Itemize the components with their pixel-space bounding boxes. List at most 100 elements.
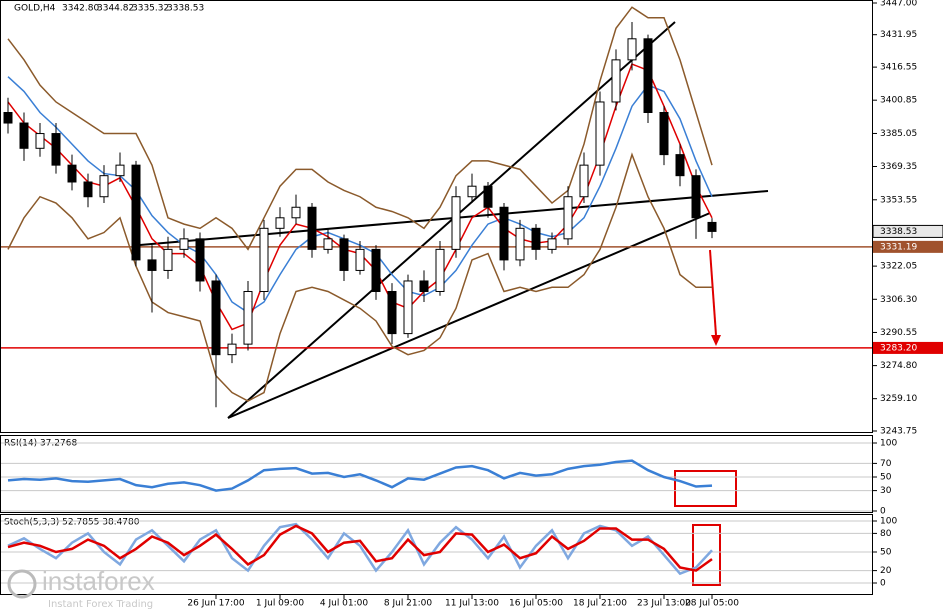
candle-body — [499, 206, 509, 261]
candle-body — [339, 238, 349, 271]
level-tag — [873, 240, 943, 253]
logo-tagline: Instant Forex Trading — [48, 599, 153, 610]
indicator-line — [7, 6, 713, 251]
candle-body — [387, 290, 397, 335]
candle-body — [467, 185, 477, 198]
x-tick-label: 8 Jul 21:00 — [384, 599, 433, 609]
candle-body — [291, 206, 301, 219]
x-tick-label: 4 Jul 01:00 — [320, 599, 369, 609]
candle-body — [595, 101, 605, 166]
y-tick-label: 3431.95 — [880, 30, 917, 40]
candle-body — [563, 196, 573, 240]
candle-body — [131, 164, 141, 261]
candle-body — [403, 280, 413, 335]
y-tick-label: 100 — [880, 517, 897, 527]
candle-body — [531, 227, 541, 250]
level-label: 3283.20 — [880, 343, 917, 353]
y-tick-label: 3259.10 — [880, 394, 917, 404]
candle-body — [3, 112, 13, 124]
candle-body — [547, 238, 557, 250]
x-tick-label: 23 Jul 13:00 — [637, 599, 691, 609]
high: 3344.82 — [97, 4, 134, 14]
level-label: 3331.19 — [880, 242, 917, 252]
logo-icon — [7, 569, 37, 599]
x-tick-label: 26 Jun 17:00 — [187, 599, 244, 609]
candle-body — [451, 196, 461, 250]
candle-body — [483, 185, 493, 208]
y-tick-label: 3322.05 — [880, 262, 917, 272]
candle-body — [435, 248, 445, 292]
y-tick-label: 3416.55 — [880, 63, 917, 73]
candle-body — [627, 38, 637, 61]
stoch-panel — [0, 514, 873, 595]
candle-body — [323, 238, 333, 250]
y-tick-label: 30 — [880, 486, 892, 496]
candle-body — [659, 112, 669, 156]
arrow — [709, 249, 717, 336]
candle-body — [163, 248, 173, 271]
y-tick-label: 0 — [880, 579, 886, 589]
y-tick-label: 50 — [880, 473, 892, 483]
y-tick-label: 3447.00 — [880, 0, 917, 9]
candle-body — [307, 206, 317, 250]
close: 3338.53 — [167, 4, 204, 14]
y-tick-label: 0 — [880, 507, 886, 517]
candle-body — [243, 290, 253, 345]
indicator-line — [7, 459, 713, 492]
y-tick-label: 3306.30 — [880, 295, 917, 305]
candle-body — [643, 38, 653, 114]
candle-body — [611, 59, 621, 103]
y-tick-label: 100 — [880, 439, 897, 449]
candle-body — [51, 133, 61, 166]
candle-body — [259, 227, 269, 292]
candle-body — [515, 227, 525, 261]
candle-body — [195, 238, 205, 282]
candle-body — [579, 164, 589, 198]
indicator-line — [7, 152, 712, 402]
candle-body — [419, 280, 429, 292]
y-tick-label: 3290.55 — [880, 328, 917, 338]
candle-body — [179, 238, 189, 250]
candle-body — [83, 181, 93, 198]
x-tick-label: 1 Jul 09:00 — [256, 599, 305, 609]
y-tick-label: 3243.75 — [880, 427, 917, 437]
y-tick-label: 3274.80 — [880, 361, 917, 371]
candle-body — [99, 175, 109, 198]
x-tick-label: 11 Jul 13:00 — [445, 599, 499, 609]
symbol: GOLD,H4 — [14, 4, 56, 14]
y-tick-label: 50 — [880, 548, 892, 558]
logo-brand: instaforex — [42, 566, 155, 596]
candle-body — [691, 175, 701, 219]
y-tick-label: 3353.55 — [880, 195, 917, 205]
candle-body — [707, 221, 717, 232]
y-tick-label: 80 — [880, 529, 892, 539]
stoch-title: Stoch(5,3,3) 52.7855 38.4780 — [4, 518, 140, 528]
y-tick-label: 20 — [880, 566, 892, 576]
candle-body — [19, 122, 29, 149]
y-tick-label: 3385.05 — [880, 129, 917, 139]
candle-body — [67, 164, 77, 183]
level-tag — [873, 341, 943, 354]
candle-body — [355, 248, 365, 271]
y-tick-label: 3400.85 — [880, 96, 917, 106]
x-tick-label: 18 Jul 21:00 — [573, 599, 627, 609]
x-tick-label: 28 Jul 05:00 — [685, 599, 739, 609]
candle-body — [115, 164, 125, 177]
open: 3342.80 — [62, 4, 99, 14]
candle-body — [211, 280, 221, 356]
candle-body — [35, 133, 45, 149]
candle-body — [275, 217, 285, 229]
highlight-rsi — [674, 470, 737, 507]
arrow-head — [711, 335, 721, 346]
candle-body — [147, 259, 157, 271]
price-label: 3338.53 — [880, 227, 917, 237]
candle-body — [371, 248, 381, 292]
low: 3335.32 — [132, 4, 169, 14]
candle-body — [675, 154, 685, 177]
y-tick-label: 3369.35 — [880, 162, 917, 172]
rsi-panel — [0, 435, 873, 513]
indicator-line — [7, 524, 713, 572]
y-tick-label: 70 — [880, 459, 892, 469]
